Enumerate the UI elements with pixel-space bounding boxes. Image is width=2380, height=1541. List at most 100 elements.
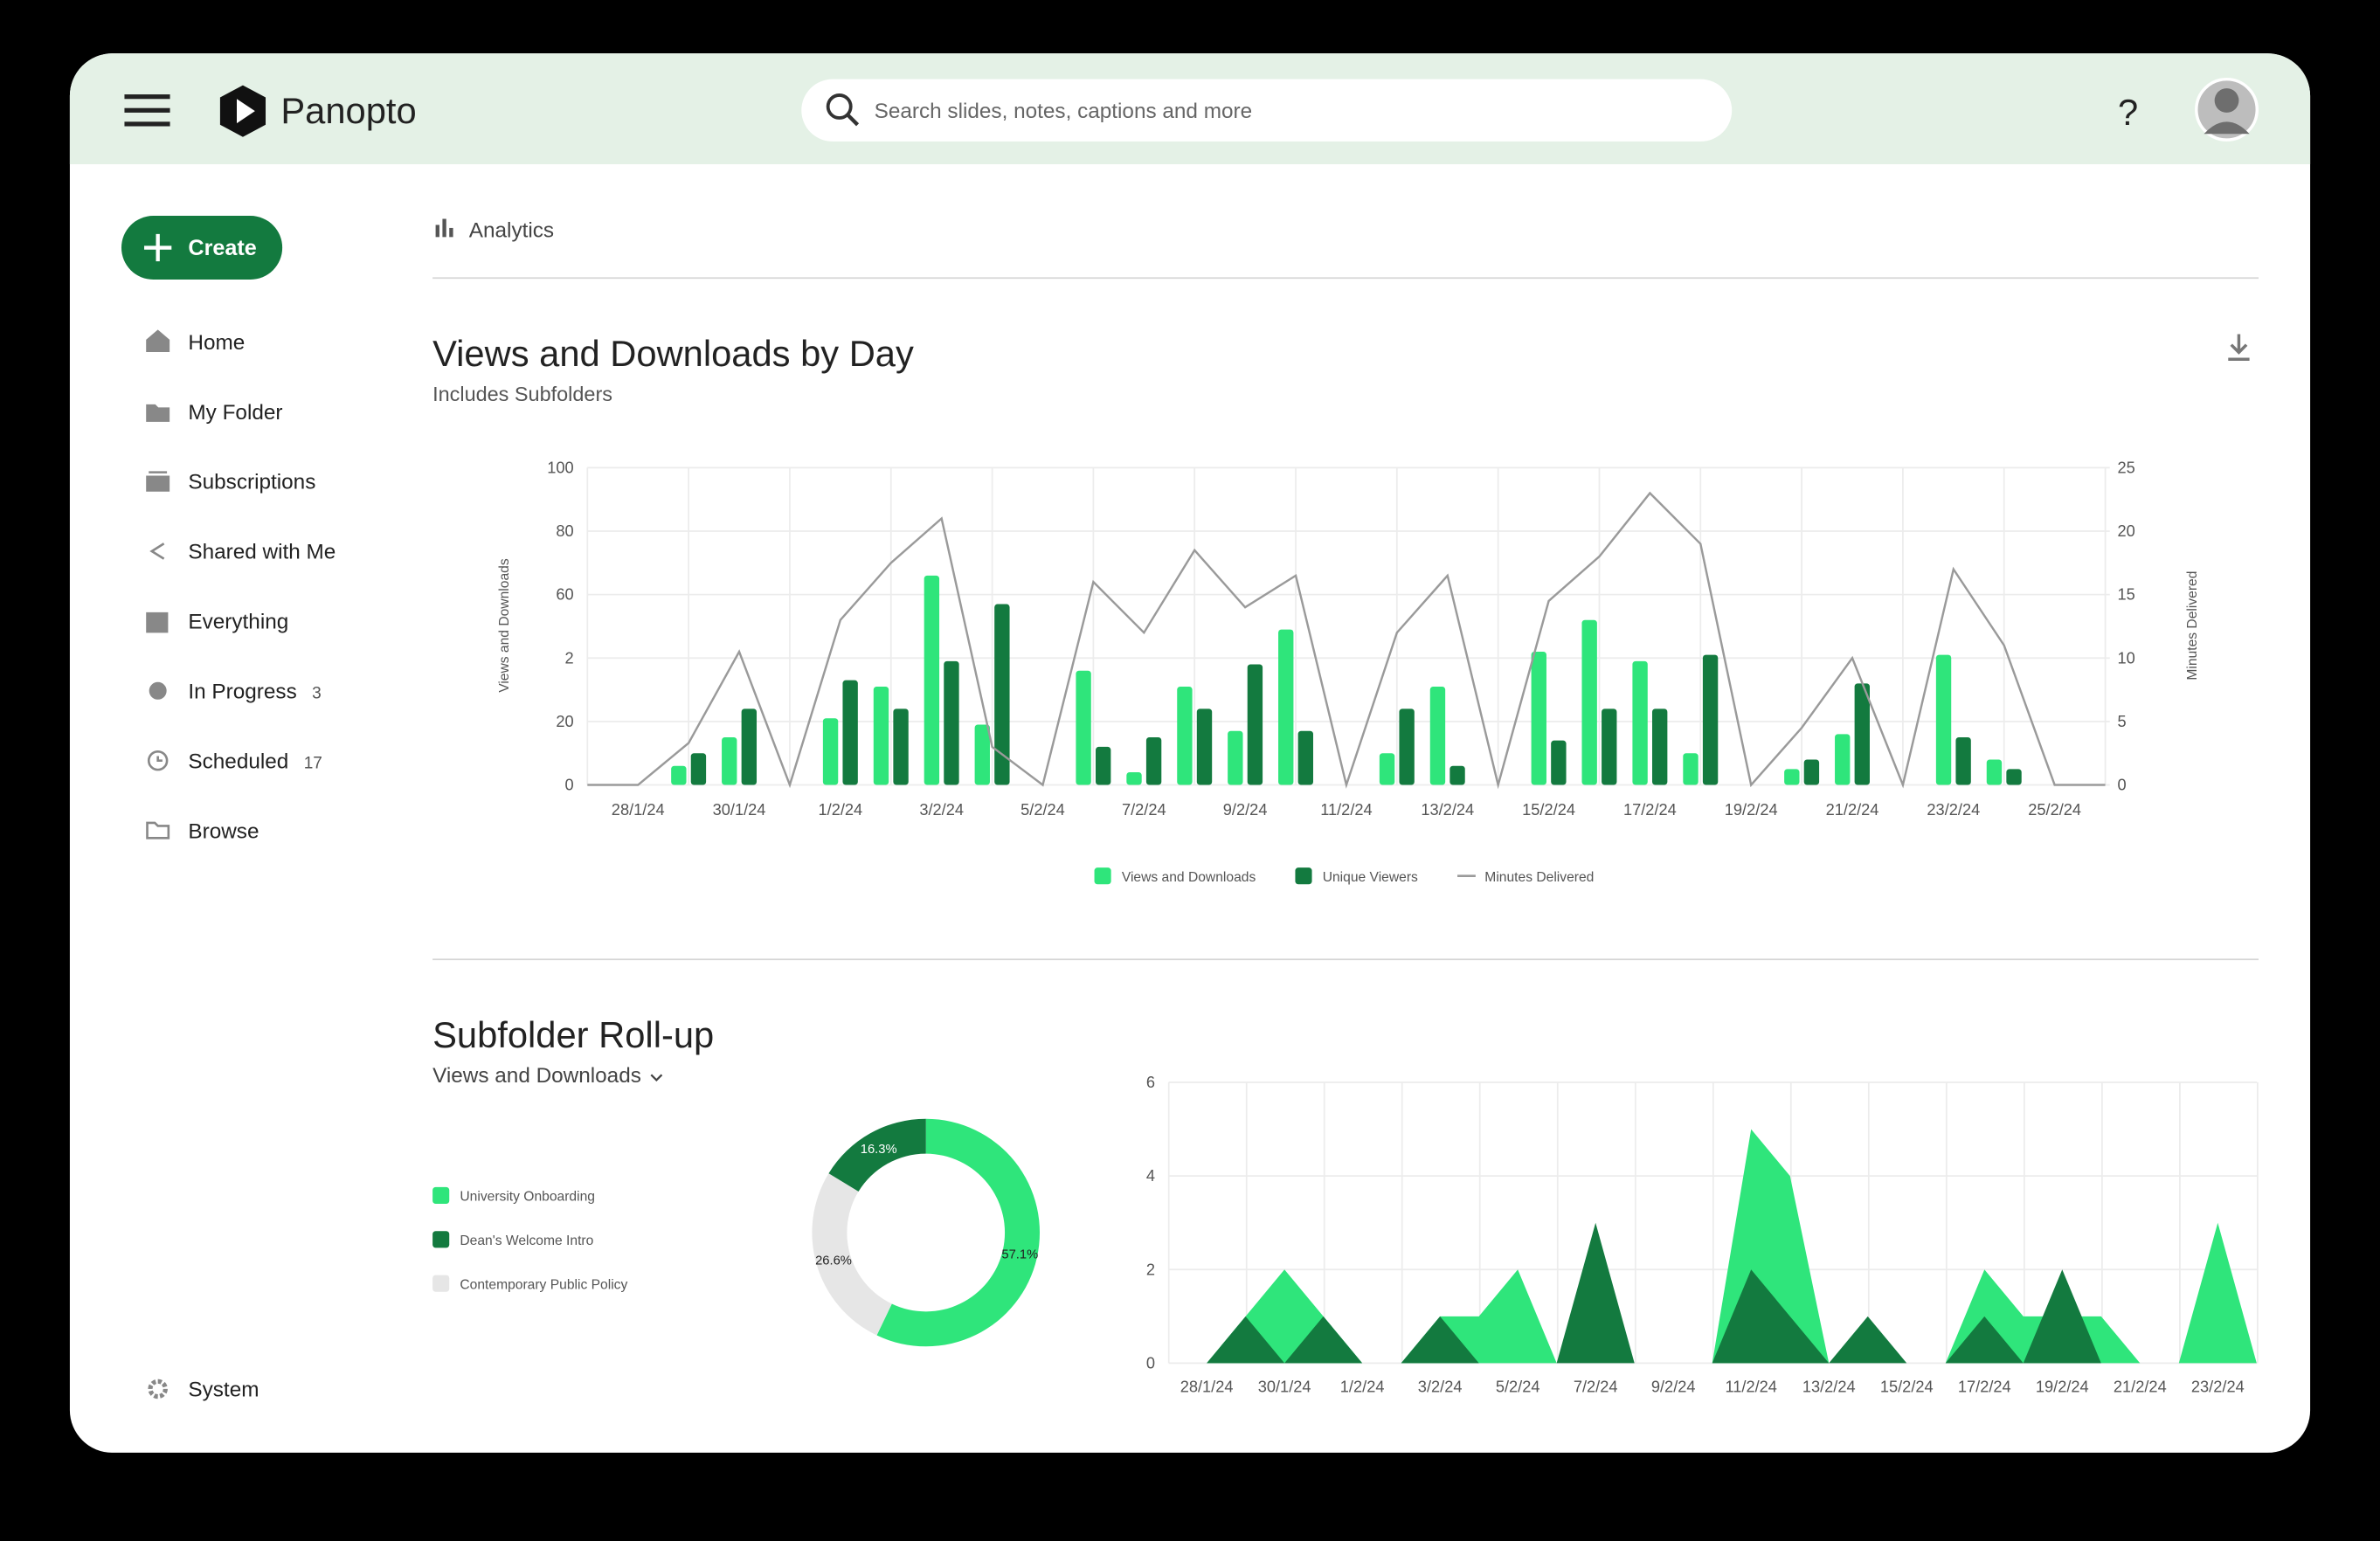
x-tick-label: 23/2/24 xyxy=(1927,800,1980,819)
bar xyxy=(873,686,889,785)
nav-item[interactable]: System xyxy=(188,1379,259,1402)
slice-label: 26.6% xyxy=(815,1254,852,1268)
y2-tick-label: 0 xyxy=(2117,776,2126,794)
section-title: Subfolder Roll-up xyxy=(432,1014,714,1055)
bar xyxy=(1683,753,1699,785)
x-tick-label: 28/1/24 xyxy=(612,800,665,819)
section-subtitle: Includes Subfolders xyxy=(432,383,612,405)
x-tick-label: 11/2/24 xyxy=(1725,1377,1776,1395)
legend-swatch xyxy=(432,1186,450,1204)
nav-item[interactable]: Shared with Me xyxy=(188,541,336,564)
y-tick-label: 2 xyxy=(565,648,574,667)
x-tick-label: 3/2/24 xyxy=(919,800,964,819)
y-tick-label: 60 xyxy=(556,585,573,604)
x-tick-label: 7/2/24 xyxy=(1574,1377,1618,1395)
bar xyxy=(1551,740,1567,785)
create-icon xyxy=(144,233,172,262)
nav-count: 3 xyxy=(312,684,322,702)
legend-label: Views and Downloads xyxy=(1122,870,1256,885)
metric-selector[interactable]: Views and Downloads xyxy=(432,1064,641,1088)
x-tick-label: 21/2/24 xyxy=(1826,800,1879,819)
x-tick-label: 3/2/24 xyxy=(1418,1377,1463,1395)
x-tick-label: 9/2/24 xyxy=(1651,1377,1696,1395)
bar xyxy=(690,753,707,785)
bar xyxy=(822,718,839,785)
x-tick-label: 13/2/24 xyxy=(1421,800,1474,819)
bar xyxy=(1399,708,1415,785)
bar xyxy=(1145,737,1162,785)
x-tick-label: 17/2/24 xyxy=(1623,800,1677,819)
nav-item[interactable]: Everything xyxy=(188,611,288,634)
y-axis-title: Views and Downloads xyxy=(497,558,512,693)
nav-icon xyxy=(149,681,167,700)
bar xyxy=(1854,683,1870,785)
x-tick-label: 15/2/24 xyxy=(1522,800,1575,819)
x-tick-label: 28/1/24 xyxy=(1180,1377,1234,1395)
bar xyxy=(1651,708,1668,785)
breadcrumb: Analytics xyxy=(469,218,554,242)
menu-button[interactable] xyxy=(124,94,170,127)
x-tick-label: 1/2/24 xyxy=(1340,1377,1385,1395)
chevron xyxy=(650,1074,663,1081)
y-tick-label: 2 xyxy=(1146,1260,1155,1278)
nav-item[interactable]: My Folder xyxy=(188,401,282,425)
y-tick-label: 0 xyxy=(1146,1353,1155,1372)
create-button[interactable] xyxy=(121,216,283,280)
menu-line xyxy=(124,107,170,113)
bar xyxy=(741,708,758,785)
bar xyxy=(924,575,940,785)
search-icon xyxy=(826,93,853,120)
legend-swatch xyxy=(1094,867,1111,885)
x-tick-label: 11/2/24 xyxy=(1320,800,1372,819)
bar xyxy=(1784,769,1800,785)
menu-line xyxy=(124,94,170,100)
x-tick-label: 17/2/24 xyxy=(1958,1377,2011,1395)
y-tick-label: 0 xyxy=(565,776,574,794)
bar xyxy=(1581,619,1597,785)
nav-icon xyxy=(146,612,169,633)
bar xyxy=(893,708,909,785)
nav-item[interactable]: Scheduled xyxy=(188,750,288,773)
legend-swatch xyxy=(432,1275,450,1292)
bar xyxy=(1126,771,1142,785)
download-button[interactable] xyxy=(2228,334,2250,361)
y2-tick-label: 5 xyxy=(2117,712,2126,730)
nav-icon xyxy=(146,821,170,840)
nav-item[interactable]: In Progress xyxy=(188,680,296,703)
menu-line xyxy=(124,121,170,127)
bar xyxy=(1531,652,1546,785)
y2-tick-label: 15 xyxy=(2117,585,2134,604)
y2-tick-label: 10 xyxy=(2117,648,2134,667)
legend-swatch xyxy=(432,1231,450,1248)
app-name[interactable]: Panopto xyxy=(280,90,416,131)
analytics-icon xyxy=(435,225,439,238)
x-tick-label: 7/2/24 xyxy=(1122,800,1166,819)
bar xyxy=(1076,670,1091,785)
slice-label: 16.3% xyxy=(861,1143,897,1157)
bar xyxy=(722,737,737,785)
area xyxy=(1207,1222,2257,1364)
donut-slice xyxy=(876,1118,1041,1347)
bar xyxy=(1297,730,1314,785)
y-tick-label: 4 xyxy=(1146,1166,1155,1185)
help-button[interactable]: ? xyxy=(2118,92,2138,133)
search-placeholder: Search slides, notes, captions and more xyxy=(875,100,1252,123)
bar xyxy=(1196,708,1213,785)
system-icon xyxy=(148,1379,168,1399)
x-tick-label: 9/2/24 xyxy=(1223,800,1268,819)
x-tick-label: 5/2/24 xyxy=(1496,1377,1540,1395)
x-tick-label: 25/2/24 xyxy=(2028,800,2081,819)
donut-slice xyxy=(812,1173,892,1336)
search-box[interactable] xyxy=(801,79,1733,142)
nav-item[interactable]: Home xyxy=(188,331,245,355)
legend-label: Minutes Delivered xyxy=(1484,870,1594,885)
nav-item[interactable]: Subscriptions xyxy=(188,471,315,494)
nav-icon xyxy=(149,542,165,560)
nav-icon xyxy=(146,329,170,352)
download-icon xyxy=(2230,334,2248,355)
create-label: Create xyxy=(188,236,256,260)
nav-item[interactable]: Browse xyxy=(188,819,259,843)
logo-play xyxy=(237,99,255,124)
